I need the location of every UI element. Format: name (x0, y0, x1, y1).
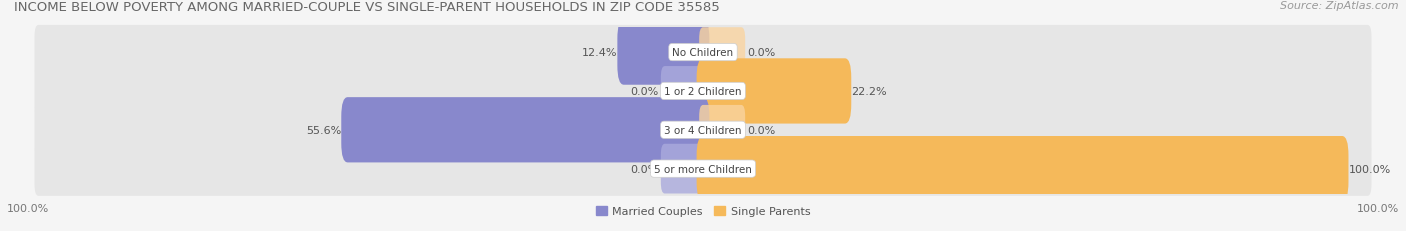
FancyBboxPatch shape (342, 98, 710, 163)
Text: Source: ZipAtlas.com: Source: ZipAtlas.com (1281, 1, 1399, 11)
FancyBboxPatch shape (35, 103, 1371, 157)
Text: 100.0%: 100.0% (7, 203, 49, 213)
Text: 1 or 2 Children: 1 or 2 Children (664, 87, 742, 97)
Text: 3 or 4 Children: 3 or 4 Children (664, 125, 742, 135)
FancyBboxPatch shape (35, 142, 1371, 196)
FancyBboxPatch shape (35, 64, 1371, 119)
FancyBboxPatch shape (696, 137, 1348, 201)
Text: 0.0%: 0.0% (748, 125, 776, 135)
Text: 100.0%: 100.0% (1357, 203, 1399, 213)
FancyBboxPatch shape (661, 144, 707, 194)
FancyBboxPatch shape (617, 20, 710, 85)
Text: 0.0%: 0.0% (630, 87, 658, 97)
Text: 0.0%: 0.0% (748, 48, 776, 58)
Text: 12.4%: 12.4% (582, 48, 617, 58)
Legend: Married Couples, Single Parents: Married Couples, Single Parents (596, 206, 810, 216)
Text: INCOME BELOW POVERTY AMONG MARRIED-COUPLE VS SINGLE-PARENT HOUSEHOLDS IN ZIP COD: INCOME BELOW POVERTY AMONG MARRIED-COUPL… (14, 1, 720, 14)
Text: 55.6%: 55.6% (307, 125, 342, 135)
Text: 22.2%: 22.2% (851, 87, 887, 97)
Text: 100.0%: 100.0% (1348, 164, 1391, 174)
Text: 5 or more Children: 5 or more Children (654, 164, 752, 174)
Text: No Children: No Children (672, 48, 734, 58)
FancyBboxPatch shape (35, 26, 1371, 80)
FancyBboxPatch shape (699, 28, 745, 78)
FancyBboxPatch shape (696, 59, 851, 124)
Text: 0.0%: 0.0% (630, 164, 658, 174)
FancyBboxPatch shape (661, 67, 707, 116)
FancyBboxPatch shape (699, 106, 745, 155)
